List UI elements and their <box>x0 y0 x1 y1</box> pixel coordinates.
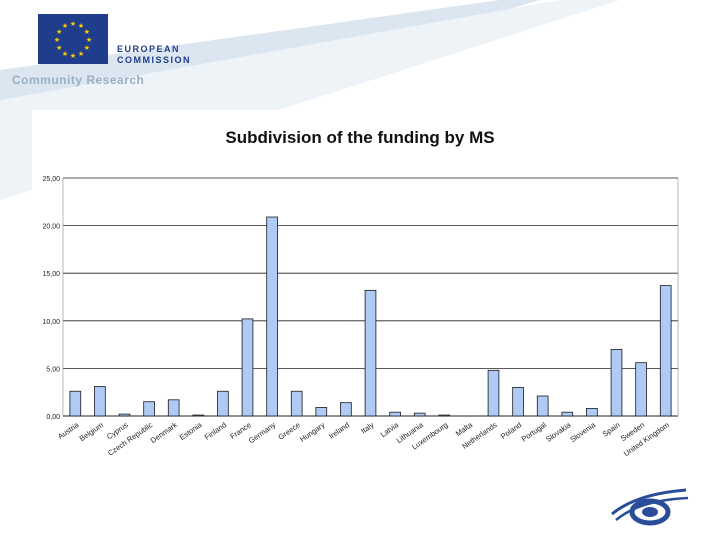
bar <box>413 412 426 417</box>
eu-flag-icon: ★ ★ ★ ★ ★ ★ ★ ★ ★ ★ ★ ★ <box>38 14 108 64</box>
svg-text:★: ★ <box>56 28 62 36</box>
x-tick-label: Austria <box>56 420 81 441</box>
x-tick-label: Hungary <box>298 420 327 444</box>
y-tick-label: 15,00 <box>42 271 60 278</box>
svg-text:★: ★ <box>78 22 84 30</box>
x-tick-label: Finland <box>203 420 228 441</box>
x-tick-label: Germany <box>247 420 278 445</box>
bar <box>217 390 229 417</box>
x-tick-label: Portugal <box>520 420 548 444</box>
bar <box>118 413 131 417</box>
x-tick-label: Ireland <box>327 420 351 441</box>
bar <box>635 362 647 417</box>
x-tick-label: Italy <box>359 420 376 435</box>
bar <box>512 387 524 417</box>
bar <box>536 395 549 417</box>
chart-title: Subdivision of the funding by MS <box>225 128 495 147</box>
bar <box>438 414 451 417</box>
bar <box>340 402 352 417</box>
org-line1: EUROPEAN <box>117 44 181 54</box>
y-tick-label: 5,00 <box>46 366 60 373</box>
bar <box>290 390 303 417</box>
y-tick-label: 0,00 <box>46 414 60 421</box>
x-tick-label: Denmark <box>149 420 179 445</box>
svg-text:★: ★ <box>70 20 76 28</box>
svg-text:★: ★ <box>54 36 60 44</box>
x-tick-label: Slovakia <box>544 420 573 444</box>
ec-wordmark: EUROPEAN COMMISSION <box>117 44 191 66</box>
bar <box>315 407 328 417</box>
svg-text:★: ★ <box>86 36 92 44</box>
fp6-logo-icon <box>611 488 689 526</box>
svg-text:★: ★ <box>84 28 90 36</box>
y-tick-label: 20,00 <box>42 224 60 231</box>
svg-text:★: ★ <box>70 52 76 60</box>
bar <box>487 369 500 417</box>
svg-text:★: ★ <box>62 22 68 30</box>
y-tick-label: 25,00 <box>42 176 60 183</box>
bar <box>586 407 598 417</box>
bar <box>610 348 623 417</box>
svg-text:★: ★ <box>78 50 84 58</box>
svg-text:★: ★ <box>62 50 68 58</box>
tagline: Community Research <box>12 73 145 87</box>
bar <box>167 399 180 417</box>
x-tick-label: Poland <box>499 420 523 441</box>
bar <box>94 386 106 417</box>
x-tick-label: Slovenia <box>568 420 597 444</box>
svg-text:★: ★ <box>56 44 62 52</box>
y-tick-label: 10,00 <box>42 319 60 326</box>
x-tick-label: Estonia <box>178 420 204 442</box>
x-tick-label: Greece <box>277 420 302 441</box>
bar <box>266 216 278 417</box>
org-line2: COMMISSION <box>117 55 192 65</box>
x-tick-label: Belgium <box>78 420 105 443</box>
bar <box>192 414 205 417</box>
bar <box>364 289 377 417</box>
bar <box>389 411 401 417</box>
bar <box>143 401 155 417</box>
bar <box>69 390 82 417</box>
bar <box>561 411 574 417</box>
bar <box>659 285 672 417</box>
bar <box>241 318 254 417</box>
svg-text:★: ★ <box>84 44 90 52</box>
